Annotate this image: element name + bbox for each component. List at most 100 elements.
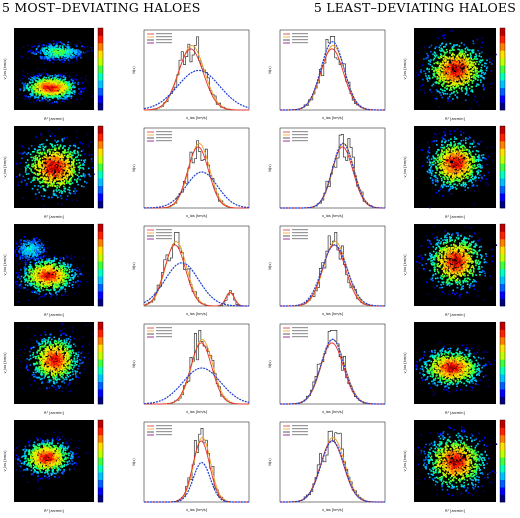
- density-point: [66, 294, 68, 297]
- density-point: [17, 276, 20, 278]
- density-point: [429, 61, 432, 63]
- density-point: [456, 162, 459, 165]
- density-point: [59, 269, 61, 272]
- density-point: [69, 192, 72, 195]
- density-point: [71, 48, 74, 50]
- density-point: [433, 160, 435, 162]
- density-point: [33, 158, 35, 160]
- density-point: [445, 166, 448, 168]
- density-point: [458, 87, 461, 89]
- density-point: [449, 153, 451, 156]
- density-point: [461, 171, 463, 174]
- density-point: [460, 42, 463, 44]
- density-point: [452, 30, 454, 32]
- density-point: [59, 276, 62, 279]
- density-point: [457, 178, 459, 181]
- density-point: [50, 96, 53, 98]
- density-point: [44, 85, 47, 88]
- density-point: [56, 279, 59, 282]
- density-point: [62, 85, 65, 87]
- density-point: [47, 260, 49, 262]
- density-point: [44, 156, 46, 159]
- density-point: [27, 152, 30, 154]
- density-point: [74, 149, 76, 152]
- density-point: [62, 167, 64, 170]
- density-point: [19, 287, 22, 290]
- density-point: [439, 29, 441, 32]
- density-point: [66, 55, 68, 57]
- density-point: [464, 147, 466, 149]
- density-point: [473, 161, 476, 163]
- density-point: [47, 284, 50, 286]
- density-points: [14, 236, 88, 303]
- density-point: [77, 81, 79, 84]
- density-point: [438, 159, 441, 161]
- colorbar-segment: [500, 95, 505, 103]
- density-point: [439, 44, 442, 47]
- density-point: [431, 140, 433, 143]
- density-point: [458, 149, 461, 151]
- density-point: [43, 76, 46, 78]
- density-point: [438, 149, 440, 151]
- density-point: [466, 70, 468, 72]
- density-point: [41, 278, 43, 280]
- density-point: [444, 155, 446, 157]
- density-point: [67, 180, 70, 183]
- density-point: [462, 154, 464, 156]
- density-point: [82, 167, 84, 169]
- density-point: [481, 157, 484, 159]
- density-point: [47, 270, 50, 273]
- density-point: [56, 81, 59, 83]
- density-point: [437, 159, 439, 162]
- density-point: [57, 278, 60, 281]
- density-point: [480, 140, 483, 143]
- map-ylabel: v_los [km/s]: [403, 58, 407, 80]
- density-point: [48, 48, 50, 51]
- density-point: [43, 47, 46, 49]
- density-point: [462, 58, 464, 61]
- density-point: [64, 177, 67, 179]
- density-point: [445, 161, 448, 164]
- density-point: [72, 276, 74, 279]
- density-point: [75, 74, 78, 77]
- density-point: [59, 279, 62, 281]
- density-point: [52, 88, 54, 91]
- density-point: [467, 173, 469, 175]
- density-point: [72, 86, 74, 89]
- density-point: [463, 161, 466, 163]
- density-point: [44, 284, 47, 287]
- density-point: [433, 62, 435, 65]
- density-point: [52, 190, 55, 193]
- density-point: [453, 68, 456, 70]
- density-point: [80, 54, 82, 57]
- density-point: [454, 143, 457, 145]
- density-point: [76, 55, 78, 58]
- density-point: [427, 149, 430, 151]
- density-point: [53, 194, 56, 196]
- density-point: [64, 290, 67, 293]
- density-point: [39, 296, 42, 298]
- density-point: [460, 51, 463, 54]
- density-point: [38, 170, 40, 172]
- density-point: [49, 153, 51, 155]
- density-point: [468, 167, 471, 170]
- density-point: [46, 95, 48, 97]
- density-point: [450, 149, 453, 151]
- density-point: [37, 261, 40, 264]
- density-point: [463, 175, 465, 177]
- legend-text-block: [156, 131, 172, 133]
- density-point: [29, 266, 31, 268]
- density-point: [71, 199, 74, 202]
- density-point: [61, 85, 64, 88]
- density-point: [80, 87, 83, 90]
- density-point: [459, 174, 462, 176]
- density-point: [433, 175, 436, 178]
- density-point: [15, 286, 17, 289]
- density-point: [454, 62, 456, 64]
- density-point: [451, 46, 454, 49]
- density-point: [472, 164, 474, 167]
- density-point: [62, 161, 65, 164]
- density-point: [471, 64, 474, 66]
- density-point: [60, 190, 62, 192]
- density-point: [43, 95, 46, 98]
